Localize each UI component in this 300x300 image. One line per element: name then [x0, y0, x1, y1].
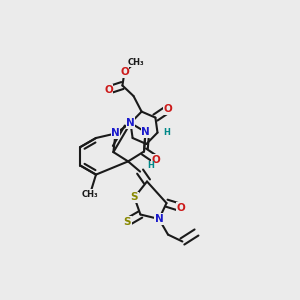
Text: S: S — [124, 217, 131, 227]
Text: S: S — [131, 192, 138, 203]
Text: O: O — [176, 202, 185, 213]
Text: N: N — [154, 214, 164, 224]
Text: O: O — [152, 154, 160, 165]
Text: N: N — [111, 128, 120, 139]
Text: H: H — [147, 161, 154, 170]
Text: O: O — [120, 67, 129, 77]
Text: H: H — [163, 128, 170, 137]
Text: N: N — [141, 127, 150, 137]
Text: O: O — [104, 85, 113, 95]
Text: N: N — [126, 118, 135, 128]
Text: CH₃: CH₃ — [82, 190, 98, 199]
Text: CH₃: CH₃ — [127, 58, 144, 67]
Text: O: O — [163, 104, 172, 115]
